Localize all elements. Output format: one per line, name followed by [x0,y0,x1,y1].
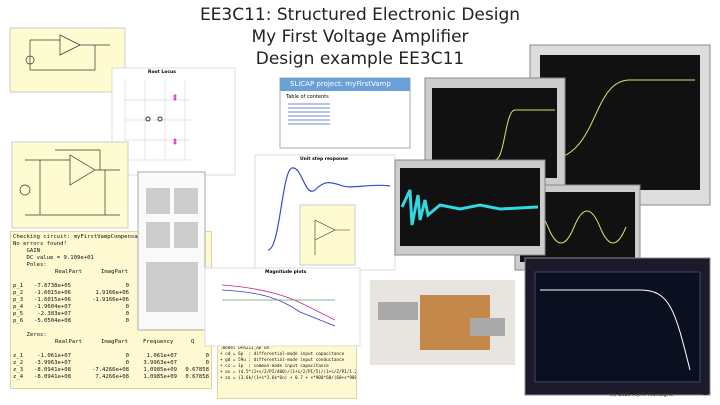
pole-name: p_1 [13,283,24,289]
zero-value: 0 [125,353,129,359]
netlist-line: + gd = 59u ; differential-mode input con… [220,358,345,363]
zero-value: 0.67858 [185,374,209,380]
schematic-drawing [314,219,350,255]
pole-value: 0 [125,304,129,310]
column-header: RealPart [55,269,82,275]
plot-title: Unit step response [300,157,348,162]
zero-value: 0 [205,353,209,359]
scope-trace [400,189,539,226]
root-locus-zero [145,116,151,122]
terminal-line: No errors found! [13,241,67,247]
document-figures [146,188,198,312]
netlist: .model OPA211_AD OV + cd = 6p ; different… [217,343,357,399]
pole-value: -1.6015e+06 [33,290,71,296]
plot-title: Root Locus [148,70,176,75]
zero-name: z_1 [13,353,24,359]
zero-name: z_2 [13,360,24,366]
zero-value: 0 [125,360,129,366]
terminal-line: DC value = 9.109e+01 [13,255,94,261]
terminal-line: Poles: [13,262,47,268]
magnitude-image [204,267,361,347]
zero-value: 3.9963e+07 [143,360,177,366]
netlist-line: + av = {4.5*(1+s/2/PI/400)/(1+s/2/PI/5)/… [220,370,357,375]
zero-value: -8.0941e+08 [33,374,71,380]
step-curve [267,167,391,251]
netlist-line: + cd = 6p ; differential-mode input capa… [220,352,345,357]
zero-value: 7.4266e+08 [95,374,129,380]
plot-title: Magnitude plots [265,270,307,275]
slicap-toc: Table of contents [286,94,329,100]
pole-value: -1.9604e+07 [33,304,71,310]
netlist-line: .model OPA211_AD OV [220,346,270,351]
pole-value: -2.383e+07 [37,311,71,317]
photo-connector [378,302,418,320]
column-header: ImagPart [101,269,128,275]
pole-value: -1.6015e+06 [33,297,71,303]
pole-value: 0 [125,283,129,289]
pole-name: p_5 [13,311,24,317]
zero-value: 1.0985e+09 [143,374,177,380]
slicap-links [288,103,330,125]
column-header: RealPart [55,339,82,345]
pole-value: -5.0504e+08 [33,318,71,324]
column-header: Q [191,339,195,345]
analyzer-trace [540,289,691,371]
title-line: EE3C11: Structured Electronic Design [199,5,521,25]
terminal-line: Zeros: [13,332,47,338]
page-number: 1 [702,388,708,398]
zero-name: z_4 [13,374,24,380]
analyzer-screen [534,271,701,383]
pole-name: p_2 [13,290,24,296]
root-locus-zero [157,116,163,122]
terminal-line: GAIN [13,248,40,254]
photo-connector [470,318,505,336]
pole-value: 0 [125,318,129,324]
root-locus-points [173,94,177,145]
slicap-header-bar [280,78,410,91]
scope-screen [540,55,700,190]
schematic-drawing [19,149,120,216]
schematic-drawing [25,34,110,71]
pole-name: p_6 [13,318,24,324]
pole-value: -1.9166e+06 [91,297,129,303]
zero-value: -3.9963e+07 [33,360,71,366]
copyright: (c) 2020 A.J.M. Montagne [610,392,674,398]
root-locus-grid [124,80,190,161]
title-line: My First Voltage Amplifier [251,27,469,47]
column-header: Frequency [143,339,174,345]
pole-name: p_4 [13,304,24,310]
magnitude-curves [221,284,336,327]
pole-value: 1.9166e+06 [95,290,129,296]
pole-value: -7.8738e+05 [33,283,71,289]
zero-value: 1.0985e+09 [143,367,177,373]
zero-value: -8.0941e+08 [33,367,71,373]
netlist-line: + zo = {3.6k/(1+s*3.6k*6n) + 0.7 + s*900… [220,376,357,381]
terminal-line: Checking circuit: myFirstVampCompensated… [13,234,152,240]
pole-name: p_3 [13,297,24,303]
title-line: Design example EE3C11 [255,49,465,69]
zero-value: 0 [205,360,209,366]
zero-value: 1.061e+07 [146,353,177,359]
slicap-title: SLiCAP project: myFirstVamp [290,80,391,88]
netlist-line: + cc = 1p ; common-mode input capacitanc… [220,364,329,369]
zero-name: z_3 [13,367,24,373]
zero-value: -1.061e+07 [37,353,71,359]
root-locus-image [111,67,236,176]
schematic-image [299,204,356,266]
pole-value: 0 [125,311,129,317]
zero-value: -7.4266e+08 [91,367,129,373]
zero-value: 0.67858 [185,367,209,373]
column-header: ImagPart [101,339,128,345]
